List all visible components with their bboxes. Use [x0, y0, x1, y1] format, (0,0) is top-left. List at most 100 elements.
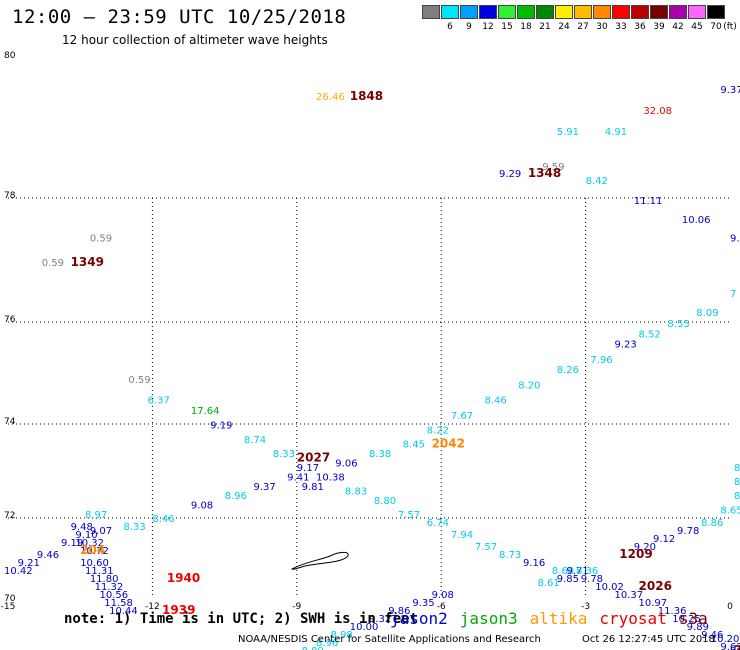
wave-height-point: 9.19 — [61, 538, 83, 549]
wave-height-point: 8.73 — [499, 550, 521, 561]
wave-height-point: 8.98 — [330, 630, 352, 641]
color-scale-label: 33 — [615, 22, 627, 32]
wave-height-point: 11.11 — [634, 196, 663, 207]
track-time-label: 20 — [734, 643, 740, 650]
y-tick-label: 74 — [4, 417, 16, 427]
color-scale-swatch — [517, 5, 535, 19]
wave-height-point: 8.00 — [734, 477, 740, 488]
track-time-label: 204 — [80, 543, 105, 557]
grid-lines — [8, 197, 730, 598]
wave-height-point: 10.02 — [595, 582, 624, 593]
wave-height-point: 9.82 — [730, 646, 740, 650]
color-scale-label: 15 — [501, 22, 513, 32]
wave-height-point: 9.19 — [210, 421, 232, 432]
wave-height-point: 8.46 — [485, 396, 507, 407]
land-outline — [291, 551, 349, 570]
track-time-label: 1348 — [528, 166, 561, 180]
wave-height-point: 9.3 — [730, 233, 740, 244]
wave-height-point: 8.42 — [586, 176, 608, 187]
wave-height-point: 10.32 — [75, 538, 104, 549]
track-time-label: 1848 — [350, 89, 383, 103]
wave-height-point: 9.07 — [90, 526, 112, 537]
color-scale-label: 30 — [596, 22, 608, 32]
color-scale-label: 70 — [710, 22, 722, 32]
wave-height-point: 10.00 — [350, 622, 379, 633]
wave-height-point: 8.74 — [244, 435, 266, 446]
wave-height-point: 10.38 — [316, 472, 345, 483]
color-scale-swatch — [498, 5, 516, 19]
color-scale-swatch — [593, 5, 611, 19]
wave-height-point: 10.60 — [80, 558, 109, 569]
color-scale-label: 42 — [672, 22, 684, 32]
x-tick-label: -12 — [145, 602, 160, 612]
credit-line: NOAA/NESDIS Center for Satellite Applica… — [238, 634, 541, 645]
track-time-label: 2042 — [432, 437, 465, 451]
color-scale-swatch — [612, 5, 630, 19]
color-scale-label: 12 — [482, 22, 494, 32]
color-scale-swatch — [479, 5, 497, 19]
x-tick-label: -9 — [292, 602, 301, 612]
wave-height-point: 26.46 — [316, 92, 345, 103]
wave-height-point: 0.59 — [42, 258, 64, 269]
wave-height-point: 11.31 — [85, 566, 114, 577]
wave-height-point: 8.36 — [576, 566, 598, 577]
y-tick-label: 80 — [4, 51, 16, 61]
wave-height-point: 10.97 — [639, 598, 668, 609]
y-tick-label: 72 — [4, 511, 15, 521]
wave-height-point: 8.33 — [124, 522, 146, 533]
wave-height-point: 8.09 — [696, 308, 718, 319]
wave-height-point: 7.94 — [451, 530, 473, 541]
wave-height-point: 11.32 — [95, 582, 124, 593]
x-tick-label: -15 — [1, 602, 16, 612]
color-scale-label: 18 — [520, 22, 532, 32]
wave-height-point: 8.83 — [345, 487, 367, 498]
wave-height-point: 9.06 — [335, 458, 357, 469]
color-scale-label: 36 — [634, 22, 646, 32]
track-time-label: 1939 — [162, 603, 195, 617]
wave-height-point: 9.86 — [388, 606, 410, 617]
wave-height-point: 7.96 — [590, 355, 612, 366]
wave-height-point: 9.16 — [523, 558, 545, 569]
color-scale-unit: (ft) — [723, 22, 737, 32]
wave-height-labels: 26.46 9.29 5.91 9.59 4.91 8.42 32.08 11.11 10.06… — [4, 85, 740, 650]
color-scale-swatch — [669, 5, 687, 19]
wave-height-point: 32.08 — [643, 106, 672, 117]
color-scale-swatch — [707, 5, 725, 19]
wave-height-point: 11.58 — [104, 598, 133, 609]
color-scale-label: 6 — [447, 22, 453, 32]
wave-height-point: 7.57 — [398, 510, 420, 521]
wave-height-point: 8.20 — [518, 380, 540, 391]
color-scale-swatch — [536, 5, 554, 19]
chart-title: 12:00 – 23:59 UTC 10/25/2018 — [12, 6, 347, 28]
color-scale-swatch — [555, 5, 573, 19]
wave-height-point: 9.59 — [542, 162, 564, 173]
wave-height-point: 9.37 — [253, 482, 275, 493]
x-tick-label: -6 — [437, 602, 446, 612]
wave-height-point: 9.37 — [720, 85, 740, 96]
color-scale-label: 45 — [691, 22, 703, 32]
legend-entry: jason2 — [390, 609, 448, 628]
wave-height-point: 4.91 — [605, 127, 627, 138]
wave-height-point: 8.86 — [701, 518, 723, 529]
wave-height-point: 9.41 — [287, 472, 309, 483]
wave-height-point: 8.38 — [369, 449, 391, 460]
wave-height-point: 9.89 — [687, 622, 709, 633]
wave-height-point: 17.64 — [191, 406, 220, 417]
wave-height-point: 0.59 — [90, 233, 112, 244]
color-scale-swatch — [631, 5, 649, 19]
color-scale-label: 27 — [577, 22, 589, 32]
wave-height-point: 7 — [730, 289, 736, 300]
wave-height-point: 9.17 — [297, 463, 319, 474]
track-time-label: 2027 — [297, 451, 330, 465]
axis-ticks: 70 72 74 76 78 80 -15 -12 -9 -6 -3 0 — [1, 51, 733, 612]
wave-height-point: 8.89 — [302, 646, 324, 650]
color-scale-label: 39 — [653, 22, 665, 32]
wave-height-point: 9.78 — [677, 526, 699, 537]
y-tick-label: 78 — [4, 191, 16, 201]
wave-height-point: 9.85 — [557, 574, 579, 585]
wave-height-point: 8.61 — [537, 578, 559, 589]
satellite-legend: jason2 jason3 altika cryosat s3a — [390, 609, 720, 628]
wave-height-point: 9.62 — [720, 642, 740, 650]
wave-height-point: 8.96 — [316, 638, 338, 649]
wave-height-point: 9.08 — [191, 501, 213, 512]
